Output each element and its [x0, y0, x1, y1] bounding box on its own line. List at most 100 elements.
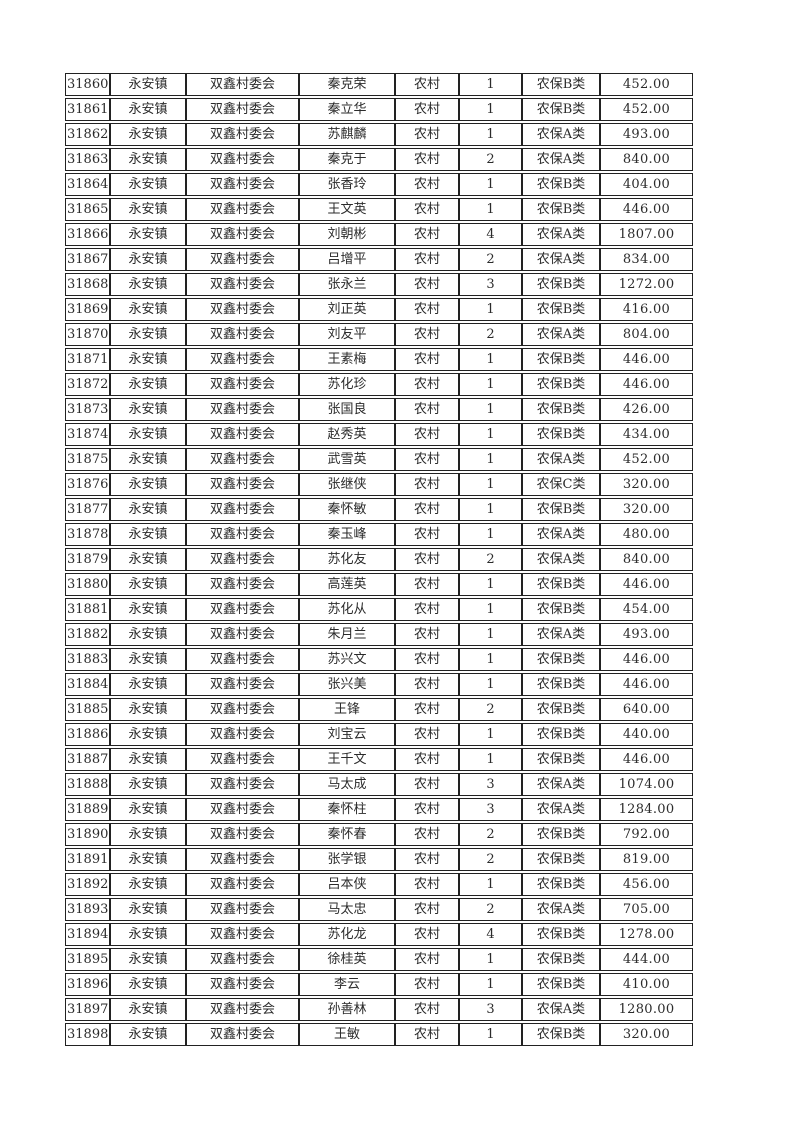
insurance-category-cell: 农保B类	[522, 273, 600, 296]
residence-type-cell: 农村	[395, 698, 459, 721]
person-count-cell: 1	[459, 398, 522, 421]
residence-type-cell: 农村	[395, 273, 459, 296]
residence-type-cell: 农村	[395, 198, 459, 221]
table-row: 31877 永安镇 双鑫村委会 秦怀敏 农村 1 农保B类 320.00	[65, 498, 693, 521]
person-name-cell: 秦立华	[299, 98, 395, 121]
residence-type-cell: 农村	[395, 523, 459, 546]
town-cell: 永安镇	[110, 923, 186, 946]
person-name-cell: 吕本侠	[299, 873, 395, 896]
residence-type-cell: 农村	[395, 98, 459, 121]
table-row: 31890 永安镇 双鑫村委会 秦怀春 农村 2 农保B类 792.00	[65, 823, 693, 846]
residence-type-cell: 农村	[395, 723, 459, 746]
residence-type-cell: 农村	[395, 748, 459, 771]
serial-number-cell: 31860	[65, 73, 110, 96]
serial-number-cell: 31864	[65, 173, 110, 196]
person-count-cell: 2	[459, 248, 522, 271]
table-row: 31860 永安镇 双鑫村委会 秦克荣 农村 1 农保B类 452.00	[65, 73, 693, 96]
person-count-cell: 1	[459, 298, 522, 321]
town-cell: 永安镇	[110, 223, 186, 246]
person-name-cell: 王千文	[299, 748, 395, 771]
table-row: 31897 永安镇 双鑫村委会 孙善林 农村 3 农保A类 1280.00	[65, 998, 693, 1021]
table-row: 31882 永安镇 双鑫村委会 朱月兰 农村 1 农保A类 493.00	[65, 623, 693, 646]
person-count-cell: 1	[459, 198, 522, 221]
person-count-cell: 1	[459, 498, 522, 521]
serial-number-cell: 31863	[65, 148, 110, 171]
person-name-cell: 张继侠	[299, 473, 395, 496]
amount-cell: 1807.00	[600, 223, 693, 246]
village-committee-cell: 双鑫村委会	[186, 398, 299, 421]
amount-cell: 1280.00	[600, 998, 693, 1021]
insurance-category-cell: 农保A类	[522, 548, 600, 571]
town-cell: 永安镇	[110, 498, 186, 521]
person-count-cell: 1	[459, 948, 522, 971]
table-row: 31883 永安镇 双鑫村委会 苏兴文 农村 1 农保B类 446.00	[65, 648, 693, 671]
serial-number-cell: 31894	[65, 923, 110, 946]
table-row: 31881 永安镇 双鑫村委会 苏化从 农村 1 农保B类 454.00	[65, 598, 693, 621]
serial-number-cell: 31891	[65, 848, 110, 871]
village-committee-cell: 双鑫村委会	[186, 248, 299, 271]
insurance-category-cell: 农保B类	[522, 498, 600, 521]
insurance-category-cell: 农保B类	[522, 398, 600, 421]
residence-type-cell: 农村	[395, 323, 459, 346]
village-committee-cell: 双鑫村委会	[186, 523, 299, 546]
table-row: 31879 永安镇 双鑫村委会 苏化友 农村 2 农保A类 840.00	[65, 548, 693, 571]
residence-type-cell: 农村	[395, 1023, 459, 1046]
amount-cell: 840.00	[600, 148, 693, 171]
table-row: 31884 永安镇 双鑫村委会 张兴美 农村 1 农保B类 446.00	[65, 673, 693, 696]
serial-number-cell: 31870	[65, 323, 110, 346]
residence-type-cell: 农村	[395, 73, 459, 96]
town-cell: 永安镇	[110, 898, 186, 921]
person-count-cell: 2	[459, 698, 522, 721]
person-name-cell: 张永兰	[299, 273, 395, 296]
person-name-cell: 孙善林	[299, 998, 395, 1021]
amount-cell: 840.00	[600, 548, 693, 571]
village-committee-cell: 双鑫村委会	[186, 473, 299, 496]
person-count-cell: 1	[459, 723, 522, 746]
person-name-cell: 苏化珍	[299, 373, 395, 396]
person-name-cell: 苏兴文	[299, 648, 395, 671]
residence-type-cell: 农村	[395, 548, 459, 571]
person-name-cell: 马太忠	[299, 898, 395, 921]
insurance-category-cell: 农保B类	[522, 1023, 600, 1046]
serial-number-cell: 31888	[65, 773, 110, 796]
insurance-category-cell: 农保B类	[522, 873, 600, 896]
table-row: 31867 永安镇 双鑫村委会 吕增平 农村 2 农保A类 834.00	[65, 248, 693, 271]
person-name-cell: 秦怀柱	[299, 798, 395, 821]
person-name-cell: 刘朝彬	[299, 223, 395, 246]
town-cell: 永安镇	[110, 73, 186, 96]
village-committee-cell: 双鑫村委会	[186, 698, 299, 721]
insurance-category-cell: 农保B类	[522, 348, 600, 371]
village-committee-cell: 双鑫村委会	[186, 748, 299, 771]
town-cell: 永安镇	[110, 198, 186, 221]
table-row: 31896 永安镇 双鑫村委会 李云 农村 1 农保B类 410.00	[65, 973, 693, 996]
person-name-cell: 苏化友	[299, 548, 395, 571]
town-cell: 永安镇	[110, 473, 186, 496]
person-name-cell: 高莲英	[299, 573, 395, 596]
amount-cell: 446.00	[600, 573, 693, 596]
insurance-category-cell: 农保A类	[522, 773, 600, 796]
person-name-cell: 张国良	[299, 398, 395, 421]
insurance-category-cell: 农保B类	[522, 848, 600, 871]
table-body: 31860 永安镇 双鑫村委会 秦克荣 农村 1 农保B类 452.00 31861 永安镇 双鑫村…	[65, 73, 693, 1046]
person-count-cell: 2	[459, 323, 522, 346]
amount-cell: 410.00	[600, 973, 693, 996]
person-count-cell: 1	[459, 373, 522, 396]
insurance-category-cell: 农保B类	[522, 98, 600, 121]
table-row: 31889 永安镇 双鑫村委会 秦怀柱 农村 3 农保A类 1284.00	[65, 798, 693, 821]
table-row: 31873 永安镇 双鑫村委会 张国良 农村 1 农保B类 426.00	[65, 398, 693, 421]
residence-type-cell: 农村	[395, 398, 459, 421]
village-committee-cell: 双鑫村委会	[186, 873, 299, 896]
person-count-cell: 1	[459, 98, 522, 121]
amount-cell: 804.00	[600, 323, 693, 346]
serial-number-cell: 31883	[65, 648, 110, 671]
table-row: 31875 永安镇 双鑫村委会 武雪英 农村 1 农保A类 452.00	[65, 448, 693, 471]
residence-type-cell: 农村	[395, 948, 459, 971]
person-name-cell: 苏麒麟	[299, 123, 395, 146]
insurance-category-cell: 农保B类	[522, 373, 600, 396]
village-committee-cell: 双鑫村委会	[186, 198, 299, 221]
amount-cell: 493.00	[600, 123, 693, 146]
village-committee-cell: 双鑫村委会	[186, 98, 299, 121]
table-row: 31865 永安镇 双鑫村委会 王文英 农村 1 农保B类 446.00	[65, 198, 693, 221]
amount-cell: 446.00	[600, 748, 693, 771]
town-cell: 永安镇	[110, 973, 186, 996]
